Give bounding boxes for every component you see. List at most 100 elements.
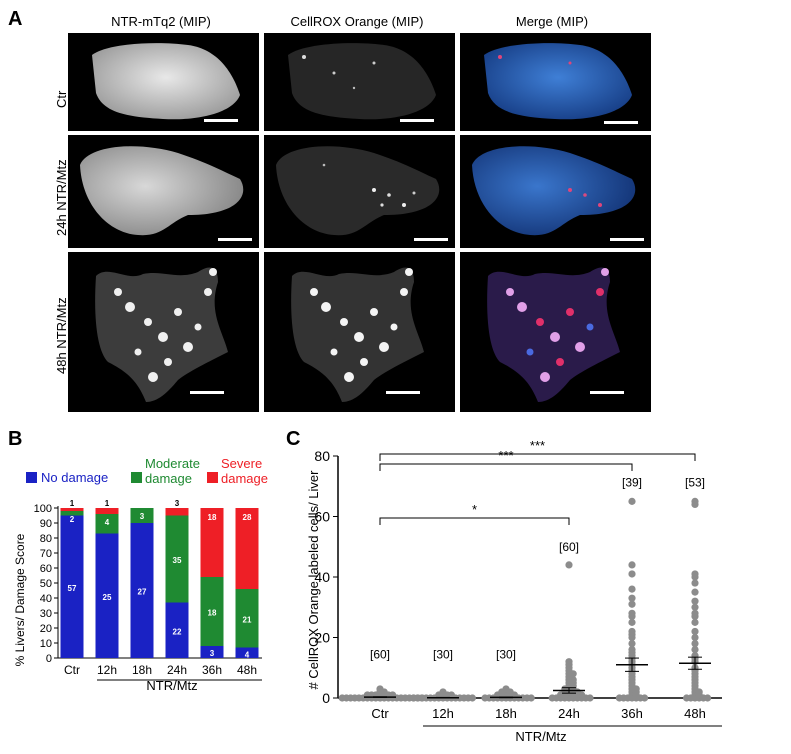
y-tick-label-c: 80 (314, 448, 330, 464)
data-point (447, 691, 455, 699)
data-point (586, 694, 594, 702)
legend-swatch-no-damage (26, 472, 37, 483)
data-point (641, 694, 649, 702)
bar-count-label: 25 (103, 593, 112, 602)
bar-segment-no-damage (200, 646, 224, 658)
panel-b-letter: B (8, 428, 23, 450)
image-ctr-ntr (68, 33, 259, 131)
row-label-48h: 48h NTR/Mtz (54, 297, 69, 374)
data-point (691, 603, 699, 611)
data-point (376, 685, 384, 693)
x-tick-label-c: 24h (558, 706, 580, 721)
data-point (481, 694, 489, 702)
bar-segment-moderate (200, 577, 224, 646)
y-tick-label-c: 60 (314, 509, 330, 525)
bar-count-label: 18 (208, 513, 217, 522)
data-point (548, 694, 556, 702)
data-point (691, 609, 699, 617)
legend-label-severe-2: damage (221, 471, 268, 486)
y-tick-label: 100 (34, 503, 52, 515)
bar-count-label: 57 (68, 584, 77, 593)
bar-count-label: 3 (210, 649, 215, 658)
legend-label-moderate-1: Moderate (145, 456, 200, 471)
x-tick-label: 12h (97, 663, 117, 677)
bar-count-label: 18 (208, 609, 217, 618)
y-axis-label: % Livers/ Damage Score (13, 533, 27, 666)
data-point (410, 694, 418, 702)
n-label: [60] (370, 648, 390, 662)
legend-label-no-damage: No damage (41, 470, 108, 485)
data-point (628, 646, 636, 654)
data-point (439, 688, 447, 696)
column-header-ntr: NTR-mTq2 (MIP) (111, 14, 211, 29)
data-point (338, 694, 346, 702)
image-48h-ntr (68, 252, 259, 412)
data-point (691, 497, 699, 505)
data-point (615, 694, 623, 702)
legend-swatch-severe (207, 472, 218, 483)
x-tick-label: 36h (202, 663, 222, 677)
data-point (628, 497, 636, 505)
damage-score-chart: No damage Moderate damage Severe damage … (13, 456, 268, 690)
data-point (691, 570, 699, 578)
bar-segment-severe (235, 508, 259, 589)
image-24h-merge (460, 135, 651, 248)
cellrox-count-chart: # CellROX Orange labeled cells/ Liver NT… (306, 440, 722, 744)
bar-count-label: 35 (173, 556, 182, 565)
bar-segment-severe (95, 508, 119, 514)
image-ctr-merge (460, 33, 651, 131)
x-tick-label-c: 18h (495, 706, 517, 721)
data-point (691, 597, 699, 605)
x-axis-group-label-c: NTR/Mtz (515, 729, 566, 744)
axes: 0 10 20 30 40 50 60 70 80 90 100 Ctr 12h 18h 24h 36h 48h (34, 503, 262, 681)
image-48h-merge (460, 252, 651, 412)
image-ctr-cellrox (264, 33, 455, 131)
n-label: [60] (559, 540, 579, 554)
bar-count-label: 2 (70, 515, 75, 524)
x-tick-label-c: 12h (432, 706, 454, 721)
panel-a-letter: A (8, 8, 23, 30)
data-point (468, 694, 476, 702)
data-point (628, 570, 636, 578)
y-tick-label: 20 (40, 623, 52, 635)
x-tick-label: Ctr (64, 663, 80, 677)
y-tick-label: 10 (40, 638, 52, 650)
bar-count-label: 3 (175, 499, 180, 508)
data-point (565, 658, 573, 666)
data-point (691, 627, 699, 636)
data-point (628, 594, 636, 602)
bar-count-label: 1 (105, 499, 110, 508)
bar-segment-no-damage (235, 647, 259, 658)
y-tick-label: 50 (40, 578, 52, 590)
data-point (691, 633, 699, 642)
significance-bracket (379, 463, 633, 471)
significance-label: *** (530, 440, 545, 453)
x-tick-label-c: Ctr (371, 706, 389, 721)
y-tick-label: 40 (40, 593, 52, 605)
points (338, 497, 712, 702)
x-tick-label: 18h (132, 663, 152, 677)
data-point (628, 627, 636, 636)
data-point (628, 561, 636, 569)
x-tick-label-c: 36h (621, 706, 643, 721)
bar-count-label: 22 (173, 627, 182, 636)
data-point (565, 561, 573, 569)
y-tick-label: 30 (40, 608, 52, 620)
n-label: [30] (496, 648, 516, 662)
significance-bracket (379, 517, 570, 525)
y-tick-label-c: 40 (314, 569, 330, 585)
y-axis-label-c: # CellROX Orange labeled cells/ Liver (306, 470, 321, 690)
significance-bracket (379, 453, 696, 461)
n-label: [53] (685, 475, 705, 489)
axes-c: 0 20 40 60 80 Ctr [60] 12h [30] 18h [30] 24h [60] 36h… (314, 440, 722, 727)
data-point (691, 618, 699, 626)
significance-label: * (472, 502, 477, 517)
bar-segment-severe (60, 508, 84, 511)
x-tick-label: 48h (237, 663, 257, 677)
bar-segment-moderate (165, 515, 189, 603)
data-point (691, 579, 699, 587)
bar-segment-no-damage (60, 515, 84, 658)
column-header-cellrox: CellROX Orange (MIP) (290, 14, 424, 29)
data-point (628, 600, 636, 608)
bar-count-label: 4 (105, 518, 110, 527)
